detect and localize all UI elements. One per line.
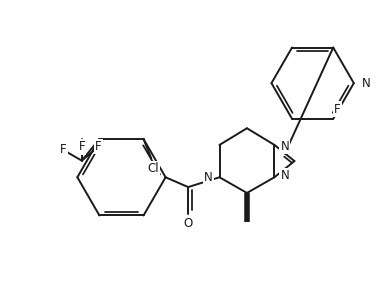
Text: F: F: [95, 140, 102, 153]
Text: N: N: [362, 77, 370, 90]
Text: O: O: [184, 217, 193, 230]
Text: N: N: [280, 169, 289, 182]
Text: N: N: [280, 140, 289, 153]
Text: Cl: Cl: [147, 162, 159, 175]
Text: F: F: [60, 143, 66, 156]
Text: N: N: [204, 171, 213, 184]
Text: F: F: [78, 140, 85, 153]
Text: F: F: [334, 103, 340, 116]
